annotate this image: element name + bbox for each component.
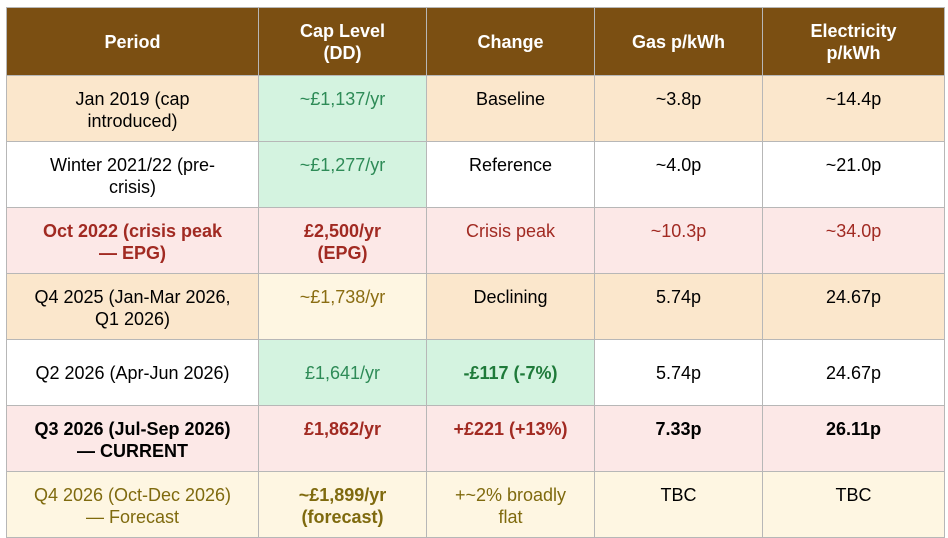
cell-electricity: 24.67p [762, 273, 945, 340]
cell-cap: ~£1,899/yr (forecast) [258, 471, 427, 538]
table-row: Oct 2022 (crisis peak — EPG) £2,500/yr (EP… [6, 207, 945, 274]
cell-period: Jan 2019 (cap introduced) [6, 75, 259, 142]
cell-gas: 5.74p [594, 273, 763, 340]
header-electricity: Electricity p/kWh [762, 7, 945, 76]
cell-gas: 5.74p [594, 339, 763, 406]
cell-gas: ~10.3p [594, 207, 763, 274]
header-change: Change [426, 7, 595, 76]
cell-gas: ~4.0p [594, 141, 763, 208]
price-cap-table: Period Cap Level (DD) Change Gas p/kWh El… [6, 7, 945, 538]
cell-change: +£221 (+13%) [426, 405, 595, 472]
cell-change: Declining [426, 273, 595, 340]
cell-electricity: ~21.0p [762, 141, 945, 208]
cell-electricity: ~34.0p [762, 207, 945, 274]
cell-gas: ~3.8p [594, 75, 763, 142]
cell-cap: £1,641/yr [258, 339, 427, 406]
table-row: Q4 2025 (Jan-Mar 2026, Q1 2026) ~£1,738/y… [6, 273, 945, 340]
cell-period: Q3 2026 (Jul-Sep 2026) — CURRENT [6, 405, 259, 472]
header-row: Period Cap Level (DD) Change Gas p/kWh El… [6, 7, 945, 76]
table-row: Winter 2021/22 (pre-crisis) ~£1,277/yr R… [6, 141, 945, 208]
table-row: Q3 2026 (Jul-Sep 2026) — CURRENT £1,862/y… [6, 405, 945, 472]
table-row: Q4 2026 (Oct-Dec 2026) — Forecast ~£1,899… [6, 471, 945, 538]
cell-cap: £2,500/yr (EPG) [258, 207, 427, 274]
cell-change: Crisis peak [426, 207, 595, 274]
cell-electricity: ~14.4p [762, 75, 945, 142]
cell-change: Baseline [426, 75, 595, 142]
cell-electricity: 26.11p [762, 405, 945, 472]
cell-cap: ~£1,137/yr [258, 75, 427, 142]
cell-cap: ~£1,738/yr [258, 273, 427, 340]
cell-gas: TBC [594, 471, 763, 538]
cell-cap: £1,862/yr [258, 405, 427, 472]
cell-change: Reference [426, 141, 595, 208]
cell-period: Q4 2025 (Jan-Mar 2026, Q1 2026) [6, 273, 259, 340]
header-period: Period [6, 7, 259, 76]
cell-period: Q4 2026 (Oct-Dec 2026) — Forecast [6, 471, 259, 538]
cell-electricity: TBC [762, 471, 945, 538]
header-gas: Gas p/kWh [594, 7, 763, 76]
cell-change: -£117 (-7%) [426, 339, 595, 406]
cell-gas: 7.33p [594, 405, 763, 472]
cell-period: Q2 2026 (Apr-Jun 2026) [6, 339, 259, 406]
cell-period: Oct 2022 (crisis peak — EPG) [6, 207, 259, 274]
cell-cap: ~£1,277/yr [258, 141, 427, 208]
header-cap-level: Cap Level (DD) [258, 7, 427, 76]
cell-change: +~2% broadly flat [426, 471, 595, 538]
cell-period: Winter 2021/22 (pre-crisis) [6, 141, 259, 208]
cell-electricity: 24.67p [762, 339, 945, 406]
table-row: Jan 2019 (cap introduced) ~£1,137/yr Base… [6, 75, 945, 142]
table-row: Q2 2026 (Apr-Jun 2026) £1,641/yr -£117 (… [6, 339, 945, 406]
